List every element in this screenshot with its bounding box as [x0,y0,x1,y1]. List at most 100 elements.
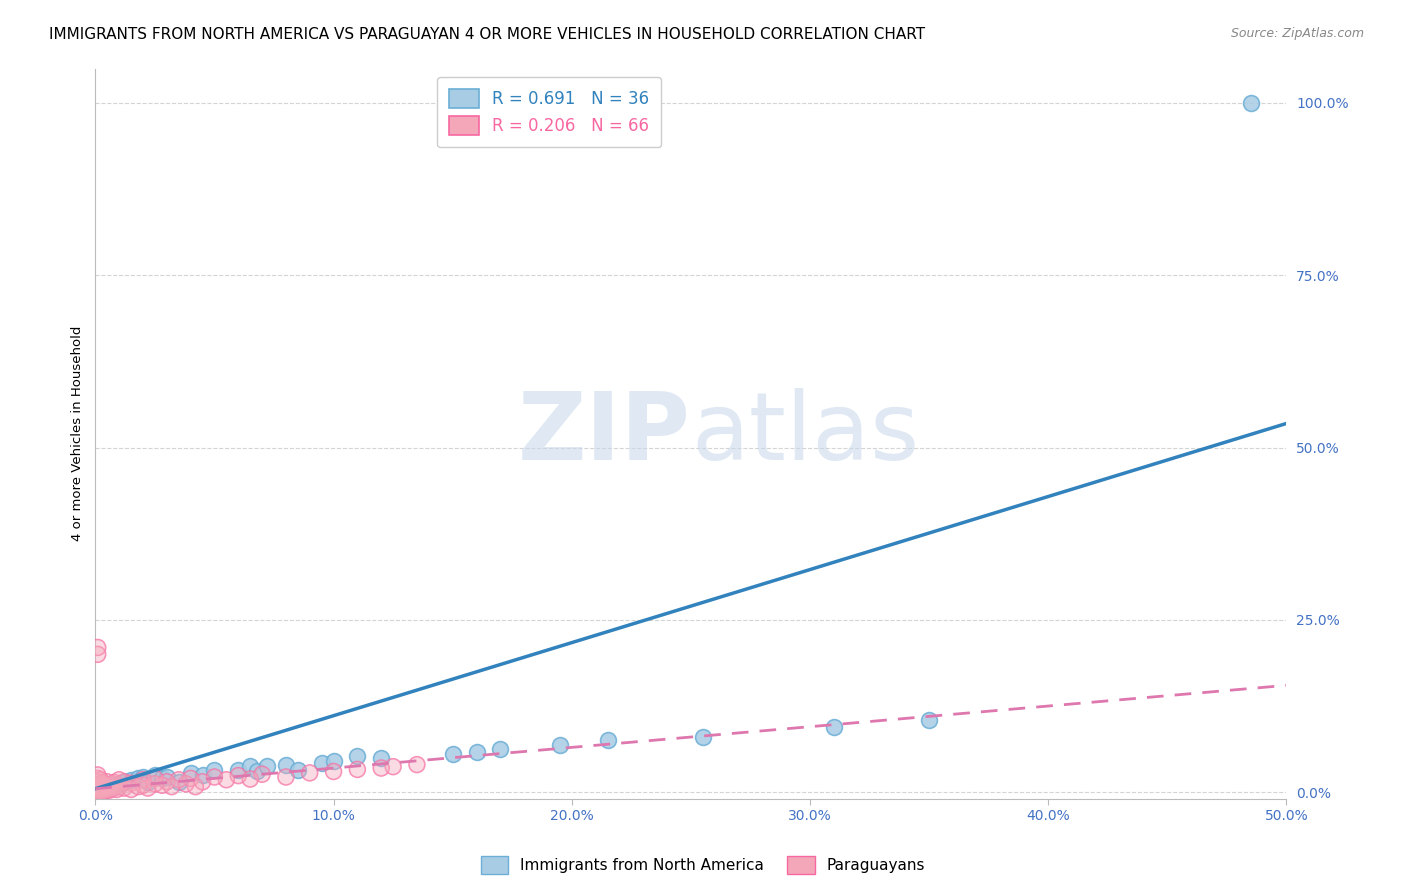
Point [322,764,344,779]
Point [465,745,488,759]
Point [87,785,110,799]
Text: Source: ZipAtlas.com: Source: ZipAtlas.com [1230,27,1364,40]
Point [89,780,111,795]
Point [346,763,368,777]
Point [127,772,149,786]
Point [136,774,159,789]
Point [156,774,179,789]
Point [91,782,114,797]
Point [87,772,110,786]
Point [120,776,142,790]
Point [346,763,368,777]
Text: atlas: atlas [690,388,920,480]
Point [311,756,333,771]
Point [274,770,297,784]
Point [84,780,107,794]
Point [191,768,214,782]
Point [548,739,571,753]
Point [94,784,117,798]
Point [180,765,202,780]
Point [87,778,110,792]
Point [96,782,118,797]
Point [406,757,429,772]
Point [98,780,121,794]
Point [89,772,111,787]
Point [191,774,214,789]
Point [136,780,159,795]
Point [382,759,405,773]
Point [250,767,273,781]
Point [150,778,173,792]
Point [143,772,166,786]
Point [174,777,197,791]
Point [96,774,118,789]
Point [108,772,131,787]
Point [143,777,166,791]
Point [167,774,190,789]
Point [101,781,124,796]
Point [204,770,226,784]
Point [406,757,429,772]
Point [918,713,941,727]
Point [89,772,111,787]
Point [87,640,110,655]
Point [89,783,111,797]
Point [1240,95,1263,110]
Point [87,768,110,782]
Point [250,767,273,781]
Point [89,780,111,795]
Point [132,770,155,784]
Point [150,778,173,792]
Point [160,780,183,794]
Point [91,780,114,794]
Point [489,742,512,756]
Point [112,780,135,795]
Point [370,761,392,775]
Point [103,780,125,795]
Point [120,776,142,790]
Point [127,780,149,794]
Point [127,780,149,794]
Point [370,750,392,764]
Y-axis label: 4 or more Vehicles in Household: 4 or more Vehicles in Household [72,326,84,541]
Point [89,783,111,797]
Point [112,774,135,789]
Text: IMMIGRANTS FROM NORTH AMERICA VS PARAGUAYAN 4 OR MORE VEHICLES IN HOUSEHOLD CORR: IMMIGRANTS FROM NORTH AMERICA VS PARAGUA… [49,27,925,42]
Point [132,778,155,792]
Legend: R = 0.691   N = 36, R = 0.206   N = 66: R = 0.691 N = 36, R = 0.206 N = 66 [437,77,661,147]
Point [87,768,110,782]
Point [101,777,124,791]
Point [101,777,124,791]
Point [120,772,142,787]
Point [160,780,183,794]
Point [103,780,125,795]
Point [103,775,125,789]
Point [89,777,111,791]
Point [87,648,110,662]
Point [108,780,131,794]
Point [215,772,238,787]
Point [84,780,107,794]
Point [87,780,110,795]
Point [120,782,142,797]
Point [87,783,110,797]
Point [184,780,207,794]
Point [98,783,121,797]
Point [101,781,124,796]
Legend: Immigrants from North America, Paraguayans: Immigrants from North America, Paraguaya… [474,850,932,880]
Point [120,782,142,797]
Point [132,772,155,787]
Point [112,774,135,789]
Point [84,784,107,798]
Point [87,774,110,789]
Point [156,770,179,784]
Point [298,765,321,780]
Point [103,775,125,789]
Point [112,774,135,789]
Point [87,774,110,789]
Point [89,785,111,799]
Point [108,780,131,794]
Point [89,785,111,799]
Point [298,765,321,780]
Point [167,772,190,787]
